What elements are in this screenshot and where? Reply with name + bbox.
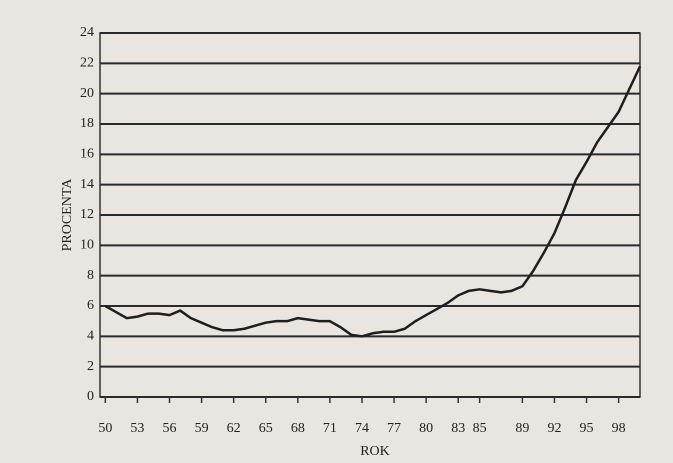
y-tick-label: 24 <box>80 25 94 40</box>
x-tick-label: 56 <box>163 421 177 436</box>
x-tick-label: 53 <box>130 421 144 436</box>
x-tick-label: 83 <box>451 421 465 436</box>
x-tick-label: 50 <box>98 421 112 436</box>
x-tick-label: 89 <box>515 421 529 436</box>
y-tick-label: 4 <box>87 329 94 344</box>
y-tick-label: 18 <box>80 116 94 131</box>
x-tick-label: 59 <box>195 421 209 436</box>
y-tick-label: 10 <box>80 238 94 253</box>
x-tick-label: 85 <box>473 421 487 436</box>
y-axis-label: PROCENTA <box>60 178 75 252</box>
x-tick-label: 68 <box>291 421 305 436</box>
x-tick-label: 71 <box>323 421 337 436</box>
y-tick-label: 0 <box>87 389 94 404</box>
x-axis-label: ROK <box>360 444 390 459</box>
y-tick-label: 8 <box>87 268 94 283</box>
y-tick-label: 2 <box>87 359 94 374</box>
y-tick-label: 22 <box>80 56 94 71</box>
x-tick-label: 77 <box>387 421 401 436</box>
data-line <box>104 65 642 338</box>
y-tick-label: 14 <box>80 177 94 192</box>
x-tick-label: 80 <box>419 421 433 436</box>
x-tick-label: 65 <box>259 421 273 436</box>
y-tick-label: 16 <box>80 147 94 162</box>
y-tick-label: 12 <box>80 207 94 222</box>
y-tick-label: 6 <box>87 298 94 313</box>
x-tick-label: 92 <box>547 421 561 436</box>
x-tick-label: 98 <box>612 421 626 436</box>
x-tick-label: 62 <box>227 421 241 436</box>
x-tick-label: 74 <box>355 421 369 436</box>
x-tick-label: 95 <box>580 421 594 436</box>
y-tick-label: 20 <box>80 86 94 101</box>
